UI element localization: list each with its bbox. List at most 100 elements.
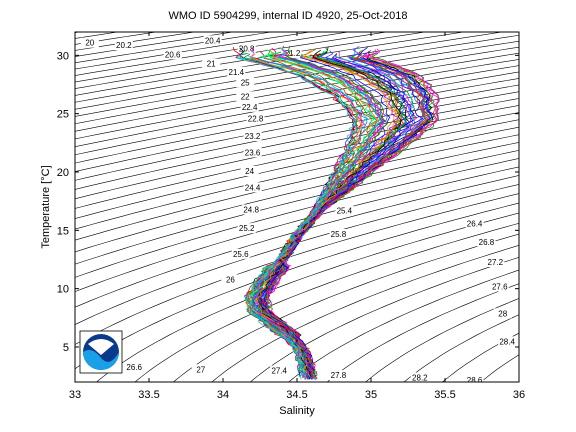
x-tick-label: 33.5	[138, 389, 159, 401]
contour-label: 27.2	[488, 258, 504, 267]
contour-label: 27.6	[492, 283, 508, 292]
contour-label-bg	[493, 308, 512, 319]
density-contour	[75, 78, 519, 164]
profile-line	[246, 58, 359, 378]
contour-label: 24.8	[243, 206, 259, 215]
profile-line	[258, 58, 412, 378]
contour-label-bg	[490, 281, 509, 292]
contour-label-bg	[202, 58, 221, 69]
contour-label: 22.4	[242, 103, 258, 112]
contour-label-bg	[237, 223, 256, 234]
density-contour	[75, 150, 519, 265]
y-axis: 5 10 15 20 25 30	[57, 50, 519, 354]
density-contour	[75, 71, 519, 156]
contour-label-bg	[335, 205, 354, 216]
logo-wave	[83, 350, 119, 370]
profile-lines	[232, 45, 440, 380]
density-contour	[75, 32, 466, 96]
density-contour	[545, 20, 576, 393]
contour-label-bg	[283, 48, 302, 59]
density-contour	[480, 354, 519, 382]
density-contour	[75, 202, 519, 370]
density-contour	[403, 314, 519, 382]
contour-label: 20	[85, 39, 94, 48]
density-contour	[75, 32, 82, 33]
contour-label: 25.4	[337, 207, 353, 216]
contour-label: 23.6	[245, 148, 261, 157]
density-contour	[75, 52, 519, 132]
density-contour	[75, 175, 519, 308]
contour-label-bg	[240, 101, 259, 112]
density-contour	[288, 269, 519, 382]
density-contour	[75, 112, 519, 209]
density-contour	[0, 20, 42, 393]
contour-label: 20.2	[116, 41, 132, 50]
contour-label: 21.4	[229, 68, 245, 77]
contour-label: 28.4	[499, 337, 515, 346]
contour-label-bg	[465, 218, 484, 229]
contour-label-bg	[243, 147, 262, 158]
contour-label: 23.2	[245, 132, 261, 141]
contour-label: 24.4	[245, 183, 261, 192]
contour-label: 28	[498, 309, 507, 318]
profile-line	[236, 50, 358, 380]
density-contour	[75, 126, 519, 230]
y-axis-label: Temperature [°C]	[40, 165, 52, 249]
contour-label: 26.6	[126, 363, 142, 372]
contour-label-bg	[221, 274, 240, 285]
profile-line	[247, 57, 363, 377]
contour-label-bg	[329, 370, 348, 381]
density-contour	[75, 142, 519, 253]
chart-title: WMO ID 5904299, internal ID 4920, 25-Oct…	[168, 10, 408, 22]
contour-label: 22.8	[248, 115, 264, 124]
x-tick-label: 33	[69, 389, 81, 401]
contour-label: 20.8	[239, 45, 255, 54]
contour-label: 20.4	[205, 36, 221, 45]
contour-label-bg	[125, 362, 144, 372]
density-contour	[75, 158, 519, 278]
contour-label: 24	[245, 167, 254, 176]
contour-label-bg	[236, 77, 255, 88]
x-axis-label: Salinity	[279, 405, 315, 417]
x-tick-label: 34	[217, 389, 229, 401]
density-contour	[172, 233, 519, 382]
density-contour	[0, 20, 4, 393]
contour-label-bg	[243, 182, 262, 193]
contour-label: 22	[241, 92, 250, 101]
profile-line	[261, 51, 429, 378]
density-contour	[75, 32, 505, 103]
density-contour	[75, 46, 519, 125]
y-tick-label: 15	[57, 225, 69, 237]
contour-label-bg	[114, 40, 133, 50]
contour-label-bg	[477, 237, 496, 248]
contour-label-bg	[465, 374, 484, 382]
x-axis: 33 33.5 34 34.5 35 35.5 36	[69, 32, 525, 401]
contour-label: 26.8	[479, 238, 495, 247]
contour-label: 20.6	[165, 50, 181, 59]
contour-label: 28.6	[467, 376, 483, 385]
profile-line	[254, 54, 399, 377]
density-contour	[134, 222, 519, 382]
density-contour	[75, 34, 519, 110]
density-contour	[75, 184, 519, 325]
contour-label-bg	[243, 131, 262, 141]
density-contour	[249, 256, 519, 382]
y-tick-label: 10	[57, 284, 69, 296]
density-contour	[365, 298, 519, 382]
contour-label: 21.2	[285, 49, 301, 58]
density-contour	[96, 212, 519, 382]
contour-label: 25.6	[233, 250, 249, 259]
contour-label: 28.2	[412, 374, 428, 383]
contour-label-bg	[240, 166, 259, 176]
y-tick-label: 25	[57, 109, 69, 121]
profile-line	[251, 50, 384, 380]
contour-label-bg	[227, 66, 246, 77]
contour-label-bg	[486, 257, 505, 267]
density-contour	[75, 134, 519, 241]
contour-label-bg	[410, 372, 429, 382]
x-tick-label: 35.5	[434, 389, 455, 401]
contour-label: 26.4	[467, 220, 483, 229]
contour-label-bg	[498, 336, 517, 347]
y-tick-label: 5	[63, 342, 69, 354]
